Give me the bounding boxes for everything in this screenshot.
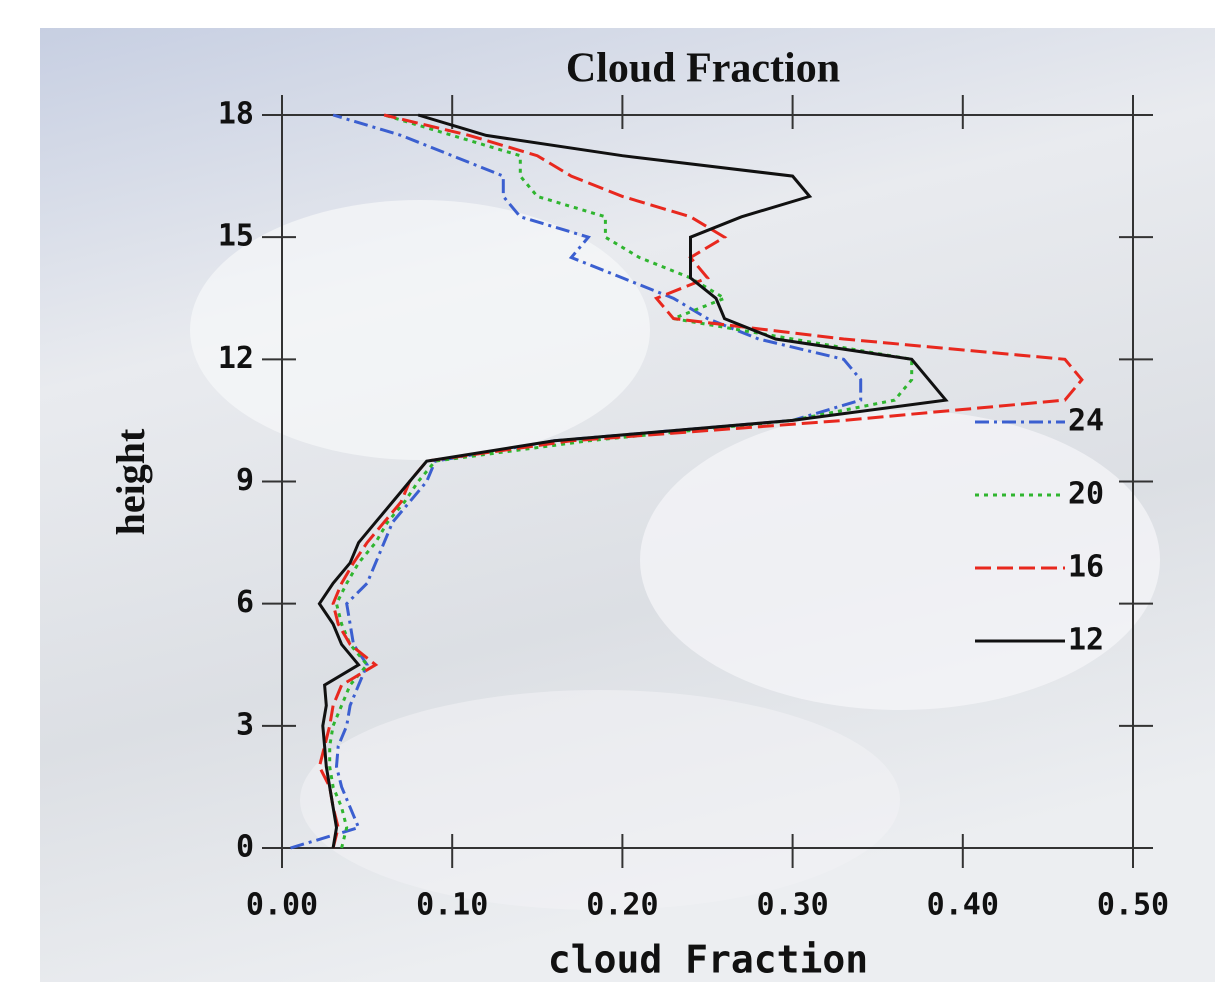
legend-label: 20	[1068, 477, 1104, 512]
legend-label: 24	[1068, 404, 1104, 439]
y-tick-label: 9	[236, 463, 254, 498]
page: {"chart_data": { "type": "line", "title"…	[0, 0, 1215, 982]
chart: Cloud Fraction cloud Fraction height 0 3 6…	[0, 0, 1215, 982]
chart-title: Cloud Fraction	[566, 46, 840, 92]
cloud	[190, 200, 650, 460]
y-tick-label: 15	[218, 219, 254, 254]
legend-label: 12	[1068, 623, 1104, 658]
x-tick-label: 0.40	[927, 888, 999, 923]
y-axis-label: height	[108, 428, 153, 535]
x-tick-label: 0.10	[416, 888, 488, 923]
y-tick-label: 6	[236, 585, 254, 620]
x-tick-label: 0.30	[756, 888, 828, 923]
x-tick-label: 0.00	[246, 888, 318, 923]
y-tick-label: 12	[218, 341, 254, 376]
y-tick-label: 18	[218, 97, 254, 132]
y-tick-label: 3	[236, 707, 254, 742]
x-tick-label: 0.20	[586, 888, 658, 923]
cloud	[300, 690, 900, 910]
x-axis-label: cloud Fraction	[548, 938, 868, 982]
y-tick-label: 0	[236, 830, 254, 865]
legend-label: 16	[1068, 550, 1104, 585]
x-tick-label: 0.50	[1097, 888, 1169, 923]
